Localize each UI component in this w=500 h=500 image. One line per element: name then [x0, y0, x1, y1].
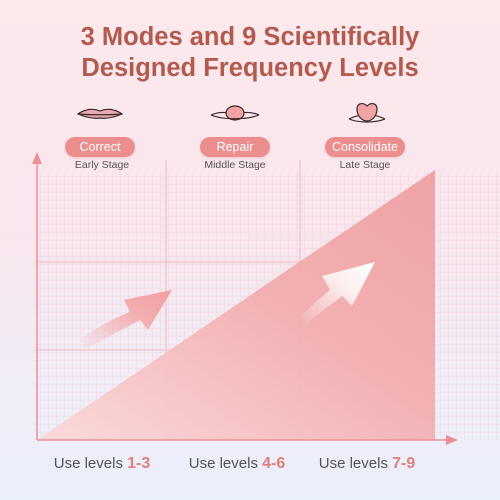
mode-pill-repair: Repair: [200, 137, 270, 157]
x-axis-arrow-icon: [446, 435, 458, 445]
level-prefix: Use levels: [318, 455, 393, 472]
title-line-2: Designed Frequency Levels: [81, 54, 419, 82]
stage-label-middle: Middle Stage: [204, 159, 266, 171]
rising-arrow-icon: [300, 262, 375, 325]
level-range: 4-6: [262, 455, 286, 472]
level-prefix: Use levels: [188, 455, 263, 472]
stage-label-early: Early Stage: [74, 159, 130, 171]
lips-open-icon: [348, 103, 386, 123]
rising-frequency-area: [37, 170, 435, 440]
stage-label-late: Late Stage: [339, 159, 391, 171]
mode-pill-consolidate: Consolidate: [325, 137, 405, 157]
level-range: 1-3: [127, 455, 151, 472]
level-prefix: Use levels: [53, 455, 128, 472]
title-line-1: 3 Modes and 9 Scientifically: [80, 23, 420, 51]
page-title: 3 Modes and 9 Scientifically Designed Fr…: [0, 22, 500, 84]
rising-arrow-icon: [80, 290, 172, 350]
level-label-2: Use levels 4-6: [172, 455, 302, 473]
y-axis-arrow-icon: [32, 152, 42, 164]
level-range: 7-9: [392, 455, 416, 472]
level-label-1: Use levels 1-3: [37, 455, 167, 473]
lips-parted-icon: [210, 105, 260, 121]
level-label-3: Use levels 7-9: [302, 455, 432, 473]
mode-pill-correct: Correct: [65, 137, 135, 157]
lips-closed-icon: [76, 108, 124, 119]
